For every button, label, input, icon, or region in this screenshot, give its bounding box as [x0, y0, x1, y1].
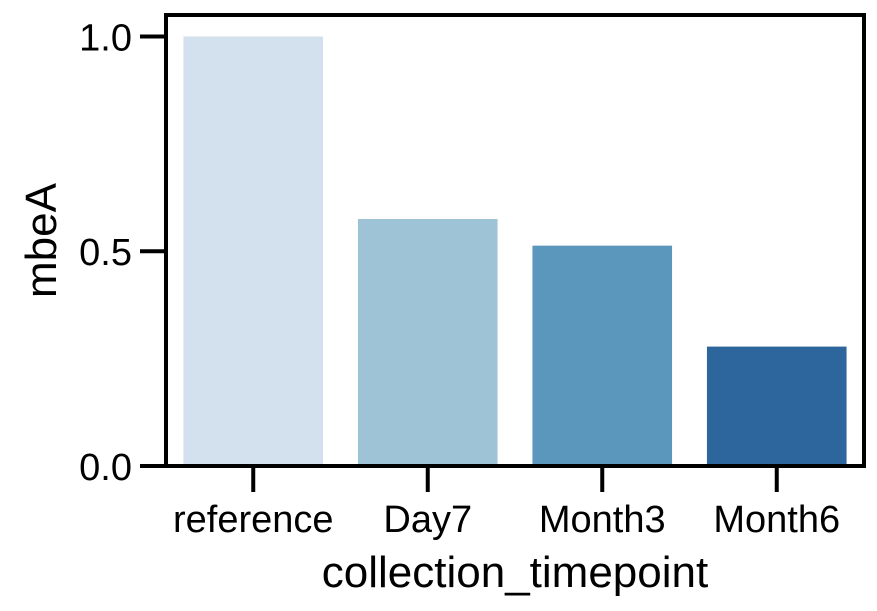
- x-tick-label-Day7: Day7: [383, 499, 472, 541]
- y-tick-label: 0.0: [79, 447, 132, 489]
- bars-group: [183, 36, 847, 466]
- x-axis-label: collection_timepoint: [322, 548, 708, 597]
- y-axis-ticks: 0.0 0.5 1.0: [79, 17, 166, 489]
- x-tick-label-reference: reference: [173, 499, 334, 541]
- y-tick-label: 1.0: [79, 17, 132, 59]
- y-tick-label: 0.5: [79, 232, 132, 274]
- bar-reference: [183, 36, 324, 466]
- x-tick-label-Month3: Month3: [539, 499, 666, 541]
- bar-Month6: [706, 346, 847, 466]
- bar-Month3: [532, 245, 673, 466]
- y-axis-label: mbeA: [17, 182, 66, 298]
- bar-Day7: [357, 219, 498, 466]
- x-axis-ticks: reference Day7 Month3 Month6: [173, 466, 840, 541]
- plot-frame: [164, 13, 866, 468]
- x-tick-label-Month6: Month6: [713, 499, 840, 541]
